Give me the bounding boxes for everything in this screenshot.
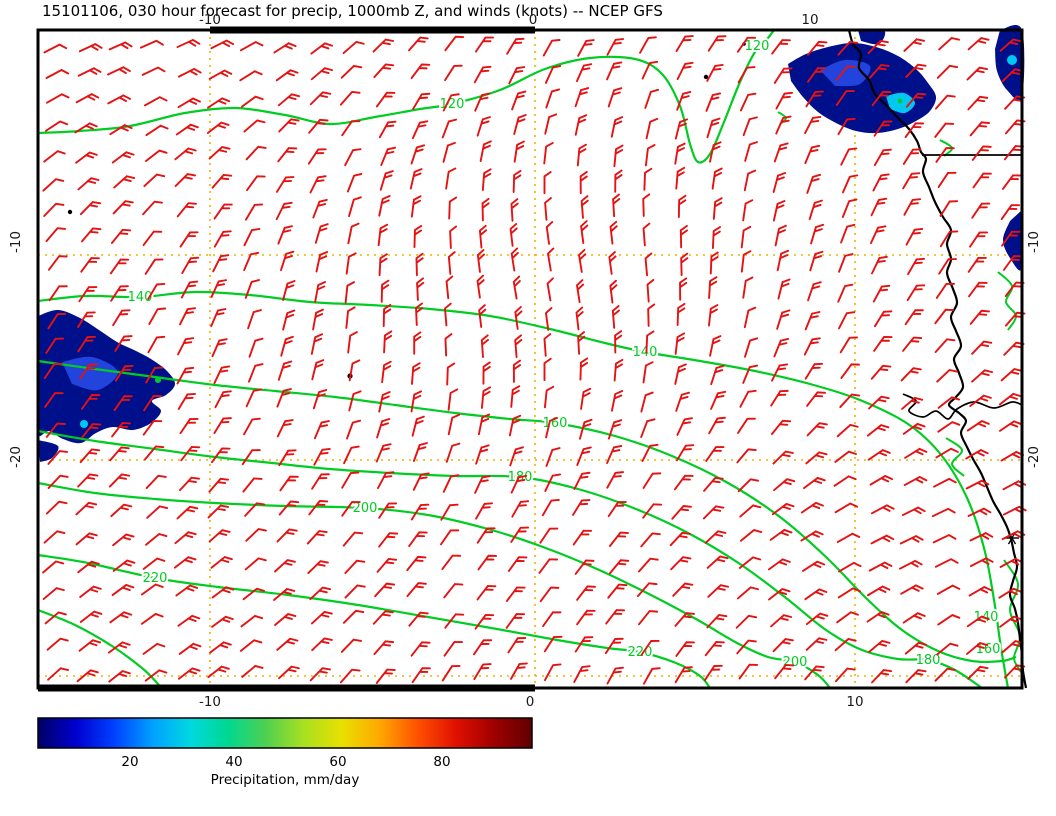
map-frame	[36, 26, 1024, 692]
svg-text:-10: -10	[1026, 231, 1042, 253]
wind-barbs	[42, 35, 1027, 685]
svg-text:120: 120	[745, 39, 770, 54]
svg-text:-10: -10	[199, 12, 221, 28]
grid-lines	[38, 30, 1022, 688]
forecast-map: 120120140140140160160180180200200220220-…	[8, 12, 1042, 710]
svg-text:200: 200	[783, 655, 808, 670]
svg-text:0: 0	[526, 694, 535, 710]
svg-text:200: 200	[353, 501, 378, 516]
svg-text:20: 20	[121, 754, 138, 770]
colorbar-gradient	[37, 717, 533, 749]
svg-text:-20: -20	[8, 446, 24, 468]
colorbar-label: Precipitation, mm/day	[210, 772, 360, 788]
chart-title: 15101106, 030 hour forecast for precip, …	[42, 2, 663, 20]
svg-text:80: 80	[433, 754, 450, 770]
svg-text:-10: -10	[8, 231, 24, 253]
svg-text:60: 60	[329, 754, 346, 770]
colorbar-ticks: 20 40 60 80	[121, 754, 450, 770]
svg-text:220: 220	[628, 645, 653, 660]
svg-text:140: 140	[633, 345, 658, 360]
height-contours	[37, 29, 1022, 689]
axis-labels: -10 0 10 -10 0 10 -10 -20 -10 -20	[8, 12, 1042, 710]
svg-text:40: 40	[225, 754, 242, 770]
svg-text:0: 0	[529, 12, 538, 28]
precip-colorbar: 20 40 60 80	[37, 717, 533, 770]
svg-text:160: 160	[976, 642, 1001, 657]
svg-text:-10: -10	[199, 694, 221, 710]
svg-text:220: 220	[143, 571, 168, 586]
svg-text:-20: -20	[1026, 446, 1042, 468]
svg-text:10: 10	[801, 12, 818, 28]
svg-text:10: 10	[846, 694, 863, 710]
svg-text:180: 180	[916, 653, 941, 668]
svg-text:140: 140	[128, 290, 153, 305]
